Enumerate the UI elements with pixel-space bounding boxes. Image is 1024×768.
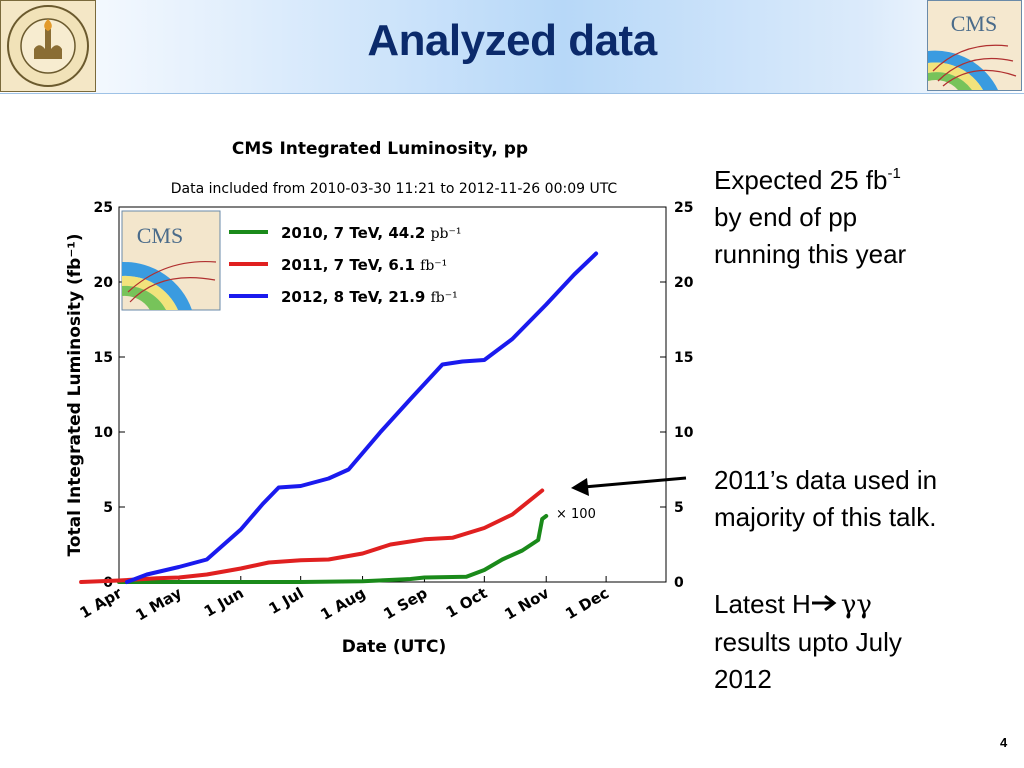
legend-entry: 2010, 7 TeV, 44.2 pb⁻¹ — [281, 224, 462, 242]
latest-rest: results upto July 2012 — [714, 627, 902, 694]
x-axis-label: Date (UTC) — [342, 637, 447, 657]
expected-text: Expected 25 fb — [714, 165, 888, 195]
y-tick-label-right: 25 — [674, 200, 693, 216]
right-arrow-icon — [811, 594, 837, 612]
chart-cms-logo: CMS — [121, 210, 221, 311]
green-scale-annotation: × 100 — [556, 507, 596, 522]
legend-entry: 2012, 8 TeV, 21.9 fb⁻¹ — [281, 288, 458, 306]
x-tick-label: 1 May — [133, 584, 186, 625]
x-tick-label: 1 Sep — [380, 584, 430, 623]
pointer-arrow — [583, 476, 687, 489]
slide-title: Analyzed data — [367, 16, 657, 65]
expected-line2: by end of pp — [714, 202, 858, 232]
cms-logo-text: CMS — [951, 11, 997, 36]
cms-logo: CMS — [927, 0, 1022, 91]
y-tick-label-right: 0 — [674, 575, 684, 591]
y-tick-label-right: 10 — [674, 425, 694, 441]
chart-title: CMS Integrated Luminosity, pp — [232, 139, 528, 159]
y-tick-label: 5 — [103, 500, 113, 516]
latest-results-note: Latest H γγ results upto July 2012 — [714, 586, 964, 698]
expected-line3: running this year — [714, 239, 907, 269]
latest-prefix: Latest H — [714, 589, 811, 619]
x-tick-label: 1 Nov — [501, 584, 552, 624]
y-tick-label: 20 — [94, 275, 114, 291]
legend-unit: fb⁻¹ — [420, 258, 447, 274]
legend-unit: fb⁻¹ — [431, 290, 458, 306]
y-tick-label: 25 — [94, 200, 113, 216]
y-axis-label: Total Integrated Luminosity (fb⁻¹) — [65, 233, 85, 556]
data-used-text: 2011’s data used in majority of this tal… — [714, 465, 938, 532]
legend-entry: 2011, 7 TeV, 6.1 fb⁻¹ — [281, 256, 447, 274]
y-tick-label: 15 — [94, 350, 113, 366]
latest-gamma-gamma: γγ — [840, 590, 872, 620]
chart-logo-text: CMS — [137, 223, 183, 248]
y-tick-label-right: 5 — [674, 500, 684, 516]
expected-superscript: -1 — [887, 165, 901, 182]
x-tick-label: 1 Oct — [443, 584, 491, 622]
series-line-2010 — [117, 514, 549, 584]
x-tick-label: 1 Jul — [266, 584, 307, 618]
y-tick-label-right: 15 — [674, 350, 693, 366]
series-line-2011 — [79, 488, 545, 584]
y-tick-label-right: 20 — [674, 275, 694, 291]
title-bar — [0, 0, 1024, 94]
page-number: 4 — [1000, 735, 1008, 750]
x-tick-label: 1 Apr — [77, 584, 126, 623]
series-line-2012 — [125, 251, 599, 584]
y-tick-label: 10 — [94, 425, 114, 441]
x-tick-label: 1 Jun — [201, 584, 247, 621]
caltech-seal-logo — [0, 0, 96, 92]
x-tick-label: 1 Dec — [562, 584, 612, 623]
x-tick-label: 1 Aug — [317, 584, 368, 624]
pointer-arrowhead — [571, 478, 589, 496]
legend-unit: pb⁻¹ — [431, 226, 462, 242]
expected-note: Expected 25 fb-1 by end of pp running th… — [714, 162, 906, 273]
data-used-note: 2011’s data used in majority of this tal… — [714, 462, 964, 536]
chart-subtitle: Data included from 2010-03-30 11:21 to 2… — [171, 181, 618, 197]
y-tick-label: 0 — [103, 575, 113, 591]
